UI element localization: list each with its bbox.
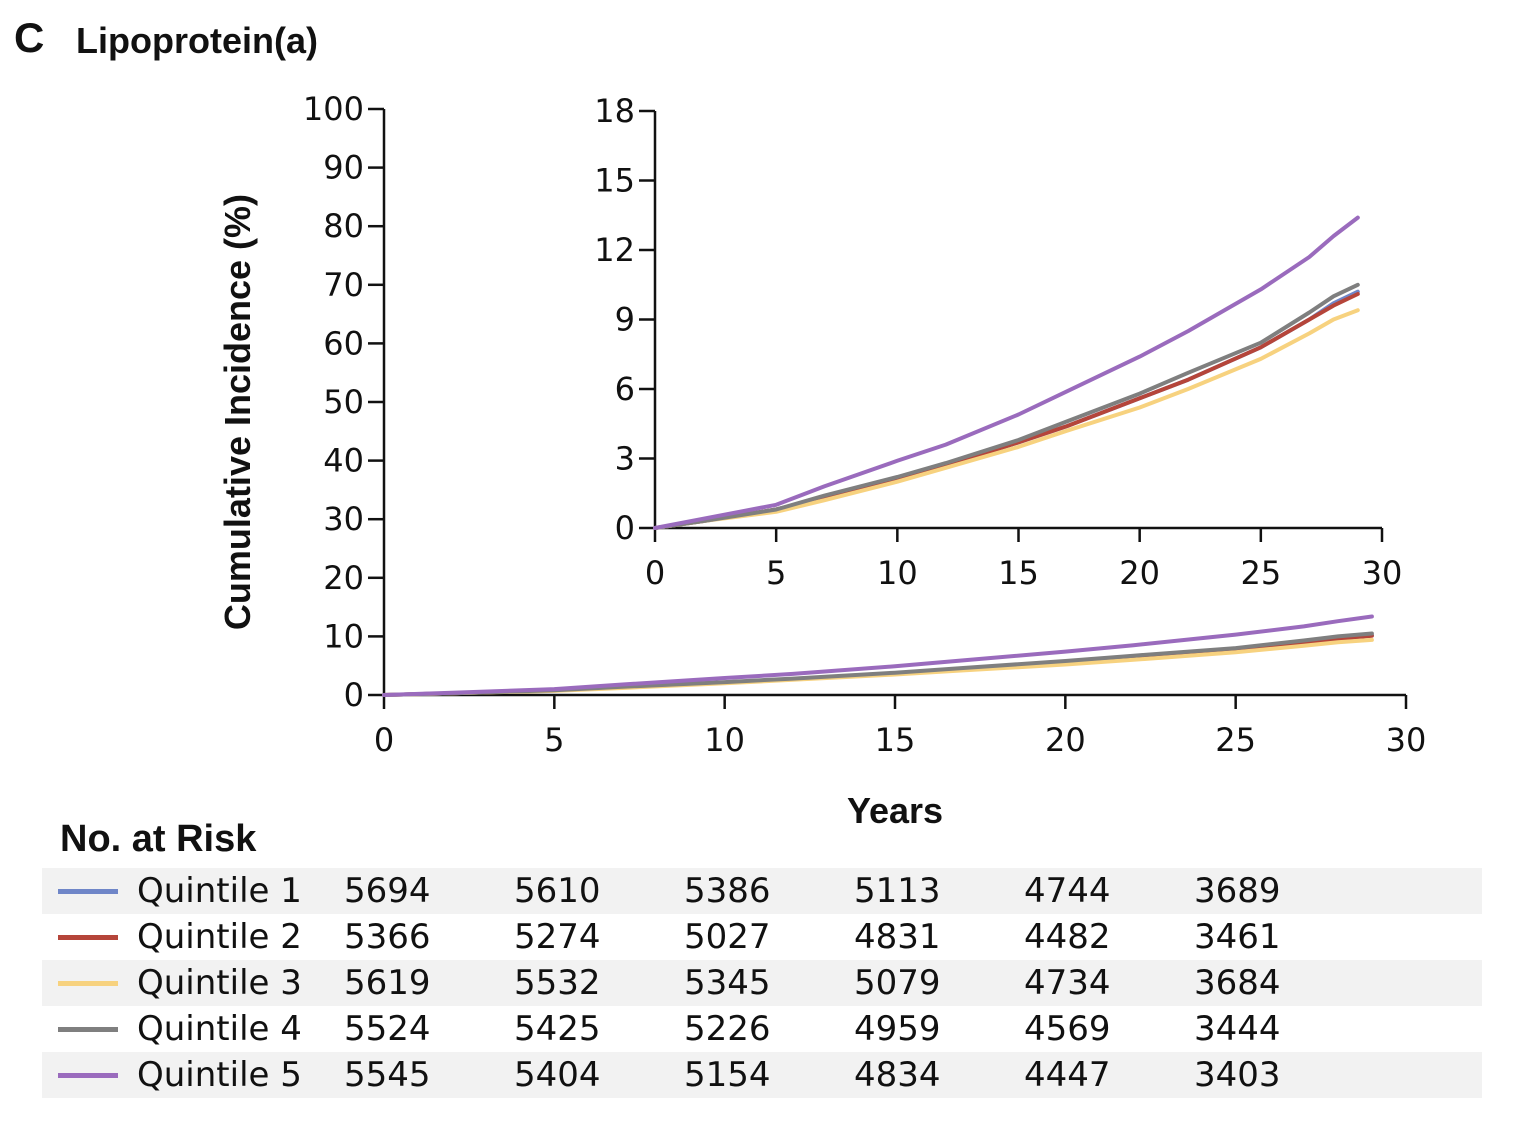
main-x-tick-label: 30 — [1386, 721, 1427, 759]
risk-cell: 5619 — [344, 963, 431, 1003]
risk-table-title: No. at Risk — [60, 818, 257, 860]
x-axis-title: Years — [847, 790, 943, 831]
risk-row-label: Quintile 2 — [137, 917, 302, 957]
main-x-tick-label: 0 — [374, 721, 394, 759]
risk-cell: 5532 — [514, 963, 601, 1003]
y-axis-title: Cumulative Incidence (%) — [217, 194, 258, 630]
risk-cell: 4831 — [854, 917, 941, 957]
risk-cell: 5386 — [684, 871, 771, 911]
inset-y-tick-label: 9 — [615, 301, 635, 339]
inset-y-tick-label: 12 — [594, 231, 635, 269]
risk-cell: 5113 — [854, 871, 941, 911]
risk-cell: 5425 — [514, 1009, 601, 1049]
risk-cell: 5524 — [344, 1009, 431, 1049]
inset-y-tick-label: 0 — [615, 509, 635, 547]
risk-cell: 5694 — [344, 871, 431, 911]
risk-cell: 4834 — [854, 1055, 941, 1095]
inset-x-tick-label: 20 — [1119, 554, 1160, 592]
legend-swatch — [58, 935, 118, 940]
inset-x-tick-label: 30 — [1362, 554, 1403, 592]
inset-y-tick-label: 6 — [615, 370, 635, 408]
risk-cell: 5154 — [684, 1055, 771, 1095]
risk-cell: 5610 — [514, 871, 601, 911]
risk-cell: 5345 — [684, 963, 771, 1003]
main-x-tick-label: 25 — [1215, 721, 1256, 759]
inset-x-tick-label: 10 — [877, 554, 918, 592]
main-series-quintile-2 — [382, 633, 1374, 697]
risk-cell: 3684 — [1194, 963, 1281, 1003]
main-x-tick-label: 10 — [704, 721, 745, 759]
main-x-tick-label: 5 — [544, 721, 564, 759]
inset-series-quintile-1 — [653, 289, 1360, 530]
risk-cell: 5545 — [344, 1055, 431, 1095]
legend-swatch — [58, 889, 118, 894]
risk-cell: 4734 — [1024, 963, 1111, 1003]
legend-swatch — [58, 981, 118, 986]
main-y-tick-label: 90 — [323, 149, 364, 187]
inset-series-quintile-4 — [653, 282, 1360, 530]
main-y-tick-label: 20 — [323, 559, 364, 597]
risk-cell: 5027 — [684, 917, 771, 957]
inset-y-tick-label: 18 — [594, 92, 635, 130]
risk-cell: 5404 — [514, 1055, 601, 1095]
main-y-tick-label: 80 — [323, 207, 364, 245]
risk-table-row: Quintile 2 5366 5274 5027 4831 4482 3461 — [42, 914, 1482, 960]
main-y-tick-label: 0 — [344, 676, 364, 714]
main-series-quintile-5 — [382, 614, 1374, 697]
risk-row-label: Quintile 1 — [137, 871, 302, 911]
inset-series-quintile-5 — [653, 215, 1360, 530]
risk-cell: 4569 — [1024, 1009, 1111, 1049]
risk-cell: 4447 — [1024, 1055, 1111, 1095]
risk-table-row: Quintile 4 5524 5425 5226 4959 4569 3444 — [42, 1006, 1482, 1052]
risk-cell: 3403 — [1194, 1055, 1281, 1095]
risk-cell: 5274 — [514, 917, 601, 957]
risk-table-row: Quintile 3 5619 5532 5345 5079 4734 3684 — [42, 960, 1482, 1006]
risk-table-row: Quintile 1 5694 5610 5386 5113 4744 3689 — [42, 868, 1482, 914]
risk-cell: 3689 — [1194, 871, 1281, 911]
risk-cell: 4482 — [1024, 917, 1111, 957]
inset-series-quintile-3 — [653, 308, 1360, 530]
inset-x-tick-label: 0 — [645, 554, 665, 592]
inset-y-tick-label: 3 — [615, 440, 635, 478]
inset-x-tick-label: 25 — [1240, 554, 1281, 592]
risk-cell: 3444 — [1194, 1009, 1281, 1049]
inset-x-tick-label: 15 — [998, 554, 1039, 592]
panel-title: Lipoprotein(a) — [76, 20, 318, 61]
risk-cell: 4959 — [854, 1009, 941, 1049]
main-y-tick-label: 50 — [323, 383, 364, 421]
risk-cell: 4744 — [1024, 871, 1111, 911]
main-x-tick-label: 15 — [875, 721, 916, 759]
risk-cell: 3461 — [1194, 917, 1281, 957]
risk-cell: 5079 — [854, 963, 941, 1003]
inset-y-tick-label: 15 — [594, 162, 635, 200]
main-series-quintile-4 — [382, 631, 1374, 697]
risk-row-label: Quintile 4 — [137, 1009, 302, 1049]
chart-svg: 0 5 10 15 20 25 300102030405060708090100YearsC… — [217, 90, 1427, 831]
risk-table: Quintile 1 5694 5610 5386 5113 4744 3689 Quinti… — [42, 868, 1482, 1098]
legend-swatch — [58, 1073, 118, 1078]
risk-row-label: Quintile 3 — [137, 963, 302, 1003]
risk-row-label: Quintile 5 — [137, 1055, 302, 1095]
main-y-tick-label: 60 — [323, 324, 364, 362]
main-y-tick-label: 40 — [323, 442, 364, 480]
panel-letter: C — [14, 14, 45, 61]
main-y-tick-label: 30 — [323, 500, 364, 538]
legend-swatch — [58, 1027, 118, 1032]
main-y-tick-label: 70 — [323, 266, 364, 304]
main-y-tick-label: 10 — [323, 617, 364, 655]
main-series-quintile-1 — [382, 633, 1374, 697]
risk-table-row: Quintile 5 5545 5404 5154 4834 4447 3403 — [42, 1052, 1482, 1098]
risk-cell: 5366 — [344, 917, 431, 957]
main-y-tick-label: 100 — [303, 90, 364, 128]
risk-cell: 5226 — [684, 1009, 771, 1049]
inset-series-quintile-2 — [653, 292, 1360, 530]
main-x-tick-label: 20 — [1045, 721, 1086, 759]
inset-x-tick-label: 5 — [766, 554, 786, 592]
